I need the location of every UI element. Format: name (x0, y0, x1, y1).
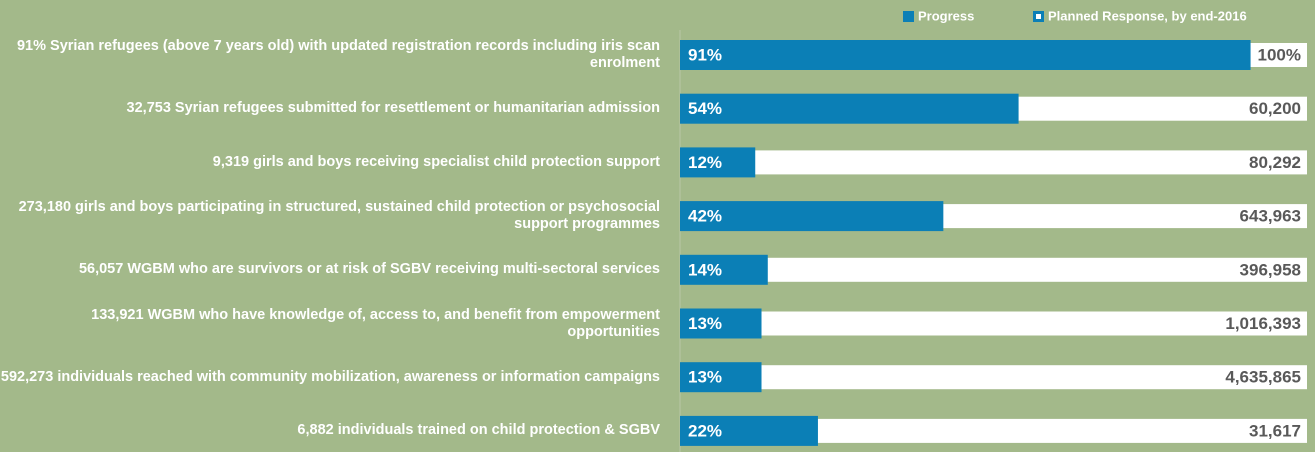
planned-label: 4,635,865 (1225, 368, 1301, 387)
category-label: 6,882 individuals trained on child prote… (297, 422, 660, 439)
progress-bar (680, 362, 762, 393)
progress-bar (680, 415, 818, 446)
progress-label: 12% (688, 153, 722, 172)
planned-label: 100% (1258, 45, 1301, 64)
progress-label: 42% (688, 207, 722, 226)
legend-label: Progress (918, 8, 974, 23)
category-label: 9,319 girls and boys receiving specialis… (212, 153, 660, 170)
legend-swatch-inner (1036, 14, 1041, 19)
category-label: 91% Syrian refugees (above 7 years old) … (16, 38, 660, 71)
progress-label: 22% (688, 421, 722, 440)
planned-label: 60,200 (1249, 99, 1301, 118)
legend-label: Planned Response, by end-2016 (1048, 8, 1247, 23)
progress-label: 91% (688, 45, 722, 64)
planned-label: 31,617 (1249, 421, 1301, 440)
category-label: 32,753 Syrian refugees submitted for res… (126, 100, 660, 117)
planned-label: 396,958 (1240, 260, 1301, 279)
category-label: 273,180 girls and boys participating in … (18, 199, 660, 233)
progress-bar (680, 93, 1019, 124)
progress-bar (680, 308, 762, 339)
category-label: 56,057 WGBM who are survivors or at risk… (78, 261, 660, 278)
legend-swatch (903, 11, 914, 22)
progress-label: 13% (688, 368, 722, 387)
planned-label: 643,963 (1240, 207, 1301, 226)
progress-bar (680, 147, 756, 178)
category-label: 133,921 WGBM who have knowledge of, acce… (91, 306, 660, 340)
progress-bar (680, 40, 1251, 70)
progress-bar (680, 254, 768, 285)
progress-bar (680, 201, 944, 232)
category-label: 592,273 individuals reached with communi… (0, 368, 660, 385)
planned-bar (680, 311, 1307, 336)
progress-label: 13% (688, 314, 722, 333)
progress-label: 54% (688, 99, 722, 118)
planned-label: 80,292 (1249, 153, 1301, 172)
planned-label: 1,016,393 (1225, 314, 1301, 333)
progress-label: 14% (688, 260, 722, 279)
planned-bar (680, 257, 1307, 282)
planned-bar (680, 150, 1307, 175)
planned-bar (680, 365, 1307, 390)
